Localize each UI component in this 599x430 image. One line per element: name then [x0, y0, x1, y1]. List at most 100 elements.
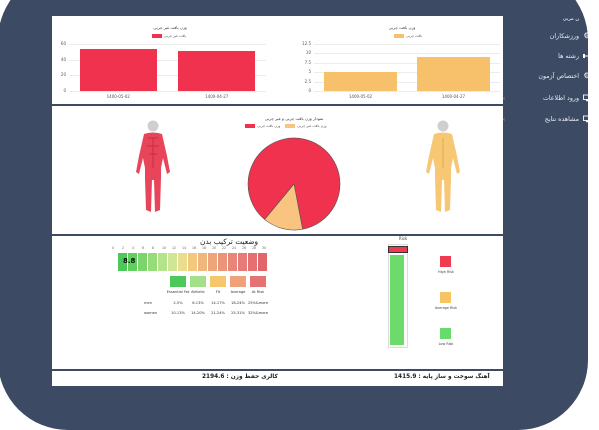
scale-segment	[178, 253, 187, 271]
monitor-icon	[583, 115, 591, 123]
y-tick-label: 7.5	[304, 59, 311, 65]
scale-segment	[238, 253, 247, 271]
legend-swatch	[285, 124, 296, 128]
gridline	[314, 72, 500, 74]
sidebar-item-assign-test[interactable]: اختصاص آزمون ⚙	[538, 72, 591, 80]
gear-icon: ⚙	[583, 31, 591, 40]
category-swatch	[210, 276, 226, 287]
y-tick-label: 0	[308, 88, 311, 93]
table-cell: 2-5%	[173, 301, 183, 305]
bar	[324, 72, 397, 91]
category-swatch	[190, 276, 206, 287]
gridline	[314, 53, 500, 55]
scale-segment	[148, 253, 157, 271]
risk-title: Risk	[398, 236, 408, 241]
scale-segment	[218, 253, 227, 271]
scale-tick-label: 20	[212, 246, 217, 250]
row-label: women	[144, 311, 158, 315]
scale-tick-label: 6	[142, 246, 145, 250]
x-tick-label: 1400-05-02	[106, 94, 130, 99]
x-tick-label: 1400-05-02	[348, 94, 373, 99]
bar	[417, 57, 490, 91]
body-fat-score: 8.8	[123, 257, 136, 265]
y-tick-label: 5	[308, 69, 311, 75]
divider	[52, 104, 503, 106]
scale-tick-label: 28	[252, 246, 257, 250]
scale-tick-label: 14	[182, 246, 187, 250]
gear-icon: ⚙	[583, 71, 591, 80]
sidebar-item-athletes[interactable]: ورزشکاران ⚙	[550, 32, 591, 40]
scale-tick-label: 18	[202, 246, 207, 250]
scale-segment	[258, 253, 267, 271]
risk-swatch	[440, 292, 451, 303]
legend-label: وزن بافت چربی	[257, 124, 281, 128]
scale-tick-label: 8	[152, 246, 155, 250]
scale-segment	[208, 253, 217, 271]
table-cell: 14-17%	[211, 301, 225, 305]
scale-segment	[198, 253, 207, 271]
body-fat-scale: 0 2 4 6 8 10 12 14 16 18 20 22 24 26 28 30 8.8	[112, 246, 272, 276]
legend-swatch	[394, 34, 404, 38]
scale-segment	[118, 253, 127, 271]
sidebar-item-sports[interactable]: رشته ها	[558, 52, 591, 60]
basal-metabolic-rate: آهنگ سوخت و ساز پایه : 1415.9	[394, 374, 490, 380]
y-tick-label: 10	[305, 50, 311, 56]
row-label: men	[144, 301, 152, 305]
scale-tick-label: 10	[162, 246, 167, 250]
chart-legend: بافت چربی	[394, 34, 422, 38]
scale-tick-label: 22	[222, 246, 227, 250]
gridline	[69, 59, 266, 61]
table-cell: 18-24%	[231, 301, 245, 305]
pie-chart	[247, 137, 341, 231]
lean-mass-chart: وزن بافت غیر چربی بافت غیر چربی 60 40 20 0 1…	[52, 16, 277, 104]
sidebar: ن مربی ورزشکاران ⚙ رشته ها اختصاص آزمون …	[503, 0, 599, 400]
sidebar-item-label: ورزشکاران	[549, 32, 579, 40]
column-header: At Risk	[251, 290, 265, 294]
risk-level-label: High Risk	[438, 270, 454, 274]
y-tick-label: 60	[60, 41, 66, 46]
sidebar-item-label: مشاهده نتایج	[544, 115, 579, 123]
gridline	[69, 44, 266, 45]
muscle-body-figure	[136, 120, 170, 212]
table-cell: 14-20%	[191, 311, 205, 315]
category-swatch	[230, 276, 246, 287]
scale-tick-label: 12	[172, 246, 177, 250]
gridline	[314, 91, 500, 92]
gridline	[69, 75, 266, 77]
table-cell: 32%&more	[247, 311, 269, 315]
scale-tick-label: 16	[192, 246, 197, 250]
scale-segment	[138, 253, 147, 271]
column-header: Athletic	[191, 290, 205, 294]
scale-segment	[248, 253, 257, 271]
risk-swatch	[440, 328, 451, 339]
gridline	[69, 91, 266, 92]
sidebar-header: ن مربی	[562, 16, 579, 22]
scale-tick-label: 30	[262, 246, 267, 250]
bar	[79, 48, 157, 91]
sidebar-item-label: ورود اطلاعات	[542, 94, 579, 102]
category-swatch	[250, 276, 266, 287]
y-tick-label: 0	[63, 88, 66, 93]
scale-segment	[168, 253, 177, 271]
pie-slice	[264, 183, 303, 231]
gridline	[314, 81, 500, 83]
risk-level-label: Low Risk	[438, 342, 454, 346]
scale-segment	[158, 253, 167, 271]
chevron-left-icon[interactable]: ‹	[503, 96, 505, 102]
legend-swatch	[245, 124, 255, 128]
scale-tick-label: 0	[112, 246, 115, 250]
legend-label: بافت غیر چربی	[164, 34, 187, 38]
sidebar-item-data-entry[interactable]: ورود اطلاعات	[543, 94, 591, 102]
scale-segment	[188, 253, 197, 271]
legend-label: بافت چربی	[406, 34, 423, 38]
plot-area: 12.5 10 7.5 5 2.5 0 1400-05-02 1400-04-27	[302, 41, 500, 99]
column-header: Fit	[215, 290, 221, 294]
composition-section: نمودار وزن بافت چربی و غیر چربی وزن بافت…	[52, 106, 503, 234]
sidebar-item-view-results[interactable]: مشاهده نتایج	[545, 115, 591, 123]
chart-title: وزن بافت غیر چربی	[153, 25, 187, 30]
bar	[178, 51, 256, 91]
body-fat-table: Essential Fat Athletic Fit Average At Risk me…	[144, 276, 278, 326]
risk-legend: High Risk Average Risk Low Risk	[432, 256, 462, 356]
chevron-left-icon[interactable]: ‹	[503, 117, 505, 123]
